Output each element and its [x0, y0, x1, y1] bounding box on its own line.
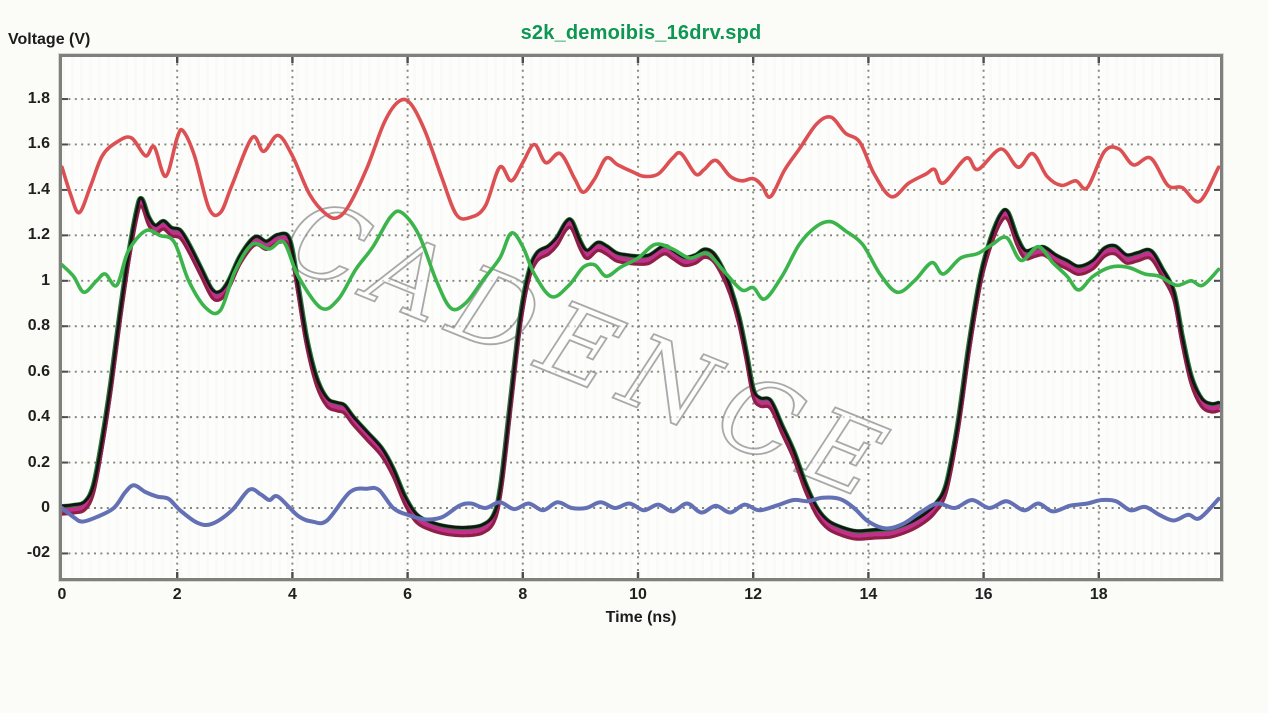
x-tick-label: 0	[57, 586, 67, 603]
reference-waveform	[62, 209, 1220, 316]
axis-tick-mark	[62, 143, 68, 146]
axis-tick-mark	[636, 57, 640, 63]
bundle-trace-darkred	[62, 204, 1220, 541]
y-tick-label: 0.8	[27, 317, 50, 335]
x-tick-label: 12	[744, 586, 763, 603]
axis-tick-mark	[1214, 325, 1220, 328]
x-tick-label: 6	[403, 586, 413, 603]
axis-tick-mark	[176, 57, 179, 63]
axis-tick-mark	[62, 98, 68, 101]
y-tick-label: 0	[41, 499, 50, 516]
y-tick-label: 0.4	[27, 408, 50, 426]
axis-tick-mark	[1214, 279, 1220, 282]
chart-title: s2k_demoibis_16drv.spd	[520, 22, 762, 44]
x-tick-label: 4	[287, 586, 297, 603]
axis-tick-mark	[867, 57, 870, 63]
x-tick-label: 8	[518, 586, 528, 603]
y-tick-label: 1.6	[27, 135, 50, 153]
plot-area: CADENCE	[59, 54, 1223, 581]
axis-tick-mark	[62, 461, 68, 464]
y-tick-label: 0.6	[27, 362, 50, 380]
y-tick-label: 0.2	[27, 453, 50, 471]
axis-tick-mark	[1214, 552, 1220, 555]
waveform-layer	[62, 97, 1220, 541]
axis-tick-mark	[62, 188, 68, 191]
x-tick-label: 14	[859, 586, 878, 603]
watermark-layer: CADENCE	[267, 174, 914, 529]
y-tick-label: 1.8	[27, 90, 50, 108]
axis-tick-mark	[1214, 188, 1220, 191]
axis-tick-mark	[62, 416, 68, 419]
axis-tick-mark	[1214, 370, 1220, 373]
ground-bounce-waveform	[62, 483, 1220, 531]
bundle-trace-magenta	[62, 200, 1220, 538]
axis-tick-mark	[1214, 461, 1220, 464]
x-tick-label: 2	[172, 586, 182, 603]
y-tick-label: 1.2	[27, 226, 50, 244]
axis-tick-mark	[176, 572, 179, 578]
axis-tick-mark	[521, 57, 524, 63]
axis-tick-mark	[62, 552, 68, 555]
axis-tick-mark	[1214, 143, 1220, 146]
axis-tick-mark	[62, 279, 68, 282]
axis-tick-mark	[1214, 98, 1220, 101]
axis-tick-mark	[752, 57, 755, 63]
y-tick-label: 1	[41, 271, 50, 289]
bundle-trace-black	[62, 196, 1220, 533]
axis-tick-mark	[1097, 572, 1100, 578]
axis-tick-mark	[982, 57, 985, 63]
y-tick-label: -02	[26, 544, 50, 562]
y-axis-title: Voltage (V)	[8, 31, 91, 48]
axis-tick-mark	[62, 370, 68, 373]
axis-tick-mark	[752, 572, 755, 578]
y-tick-label: 1.4	[27, 180, 50, 198]
axis-tick-mark	[521, 572, 524, 578]
x-axis-title: Time (ns)	[605, 609, 677, 626]
axis-tick-mark	[1214, 416, 1220, 419]
axis-tick-mark	[62, 234, 68, 237]
axis-tick-mark	[1097, 57, 1100, 63]
x-tick-label: 16	[974, 586, 993, 603]
vddq-supply-waveform	[62, 97, 1220, 221]
axis-tick-mark	[291, 57, 294, 63]
axis-tick-mark	[406, 57, 409, 63]
axis-tick-mark	[291, 572, 294, 578]
x-tick-label: 10	[629, 586, 647, 603]
axis-tick-mark	[406, 572, 409, 578]
axis-tick-mark	[1214, 507, 1220, 509]
axis-tick-mark	[982, 572, 985, 578]
x-tick-label: 18	[1089, 586, 1108, 603]
axis-tick-mark	[867, 572, 870, 578]
axis-tick-mark	[62, 325, 68, 328]
axis-tick-mark	[1214, 234, 1220, 237]
axis-tick-mark	[636, 572, 640, 578]
